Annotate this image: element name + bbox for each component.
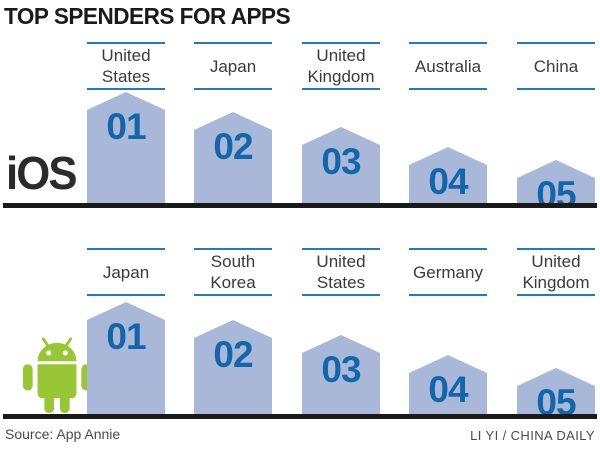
rank-bar: 01 <box>87 302 165 414</box>
rank-bar: 02 <box>194 320 272 414</box>
rank-bar: 01 <box>87 92 165 203</box>
country-label: United Kingdom <box>517 248 595 296</box>
rank-number: 03 <box>321 349 361 390</box>
country-label: Japan <box>194 42 272 90</box>
country-label: South Korea <box>194 248 272 296</box>
ios-bars: 01 02 03 04 05 <box>0 88 600 203</box>
rank-number: 04 <box>428 161 468 202</box>
chart-title: TOP SPENDERS FOR APPS <box>4 3 291 29</box>
country-label: United States <box>87 42 165 90</box>
ios-logo: iOS <box>6 147 77 199</box>
rank-bar: 03 <box>302 335 380 414</box>
rank-bar: 02 <box>194 112 272 203</box>
rank-number: 01 <box>106 316 146 357</box>
android-baseline <box>3 414 597 419</box>
rank-number: 03 <box>321 141 361 182</box>
country-label: Australia <box>409 42 487 90</box>
country-label: Germany <box>409 248 487 296</box>
android-bars: 01 02 03 04 05 <box>0 299 600 414</box>
rank-number: 02 <box>213 126 253 167</box>
ios-baseline <box>3 203 597 208</box>
author-credit: LI YI / CHINA DAILY <box>470 428 595 443</box>
rank-number: 01 <box>106 106 146 147</box>
rank-bar: 03 <box>302 127 380 203</box>
rank-number: 02 <box>213 334 253 375</box>
rank-number: 05 <box>536 382 576 423</box>
rank-bar: 05 <box>517 368 595 414</box>
country-label: United Kingdom <box>302 42 380 90</box>
android-robot-icon <box>22 337 92 413</box>
country-label: China <box>517 42 595 90</box>
rank-bar: 04 <box>409 355 487 414</box>
source-credit: Source: App Annie <box>5 426 121 442</box>
rank-number: 04 <box>428 369 468 410</box>
rank-bar: 05 <box>517 160 595 203</box>
rank-number: 05 <box>536 174 576 215</box>
country-label: Japan <box>87 248 165 296</box>
country-label: United States <box>302 248 380 296</box>
rank-bar: 04 <box>409 147 487 203</box>
